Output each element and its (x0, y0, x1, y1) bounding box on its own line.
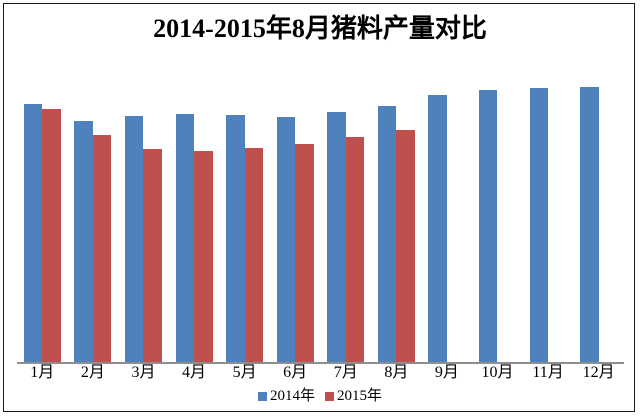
bar-2014年-6月 (276, 117, 296, 362)
bar-2014年-1月 (23, 104, 43, 362)
x-axis-label-12月: 12月 (582, 364, 615, 381)
bar-2015年-1月 (42, 109, 61, 362)
category-group-4 (169, 75, 220, 362)
bar-2015年-6月 (295, 144, 314, 362)
legend-swatch-2014-icon (257, 392, 267, 401)
legend-swatch-2015-icon (325, 392, 334, 401)
x-axis-label-5月: 5月 (232, 364, 257, 381)
x-axis-label-9月: 9月 (434, 364, 459, 381)
x-axis-label-1月: 1月 (30, 364, 55, 381)
bar-2015年-3月 (143, 149, 162, 362)
bar-2014年-8月 (377, 106, 397, 362)
bar-2015年-4月 (194, 151, 213, 362)
bar-2014年-2月 (74, 121, 93, 362)
x-axis-label-11月: 11月 (532, 364, 564, 381)
bar-2014年-7月 (327, 112, 346, 362)
bar-2014年-3月 (124, 116, 144, 362)
category-group-1 (17, 75, 68, 362)
bar-2014年-4月 (175, 114, 195, 362)
x-axis-label-6月: 6月 (283, 364, 308, 381)
x-axis-label-8月: 8月 (384, 364, 409, 381)
x-axis-label-4月: 4月 (182, 364, 207, 381)
x-axis-label-3月: 3月 (131, 364, 156, 381)
legend-item-2015: 2015年 (325, 389, 382, 404)
legend: 2014年 2015年 (0, 389, 640, 404)
plot-area (17, 75, 624, 364)
legend-item-2014: 2014年 (257, 388, 315, 404)
chart-title: 2014-2015年8月猪料产量对比 (153, 14, 487, 43)
category-group-9 (422, 75, 473, 362)
bar-2014年-10月 (478, 90, 498, 362)
category-group-5 (219, 75, 270, 362)
bar-2014年-5月 (226, 115, 245, 362)
x-axis-labels: 1月 2月 3月 4月 5月 6月 7月 8月 9月 10月 11月 12月 (17, 365, 624, 381)
legend-label-2015: 2015年 (337, 388, 383, 404)
bar-2015年-5月 (244, 148, 264, 362)
bar-2015年-8月 (396, 130, 415, 362)
legend-label-2014: 2014年 (269, 388, 315, 404)
bar-2014年-9月 (428, 95, 447, 362)
x-axis-label-10月: 10月 (481, 364, 514, 381)
category-group-3 (118, 75, 169, 362)
category-group-8 (371, 75, 422, 362)
x-axis-label-7月: 7月 (333, 364, 358, 381)
bar-2014年-12月 (580, 87, 599, 362)
category-group-6 (270, 75, 321, 362)
x-axis-label-2月: 2月 (80, 364, 105, 381)
category-group-12 (573, 75, 624, 362)
category-group-7 (320, 75, 371, 362)
bar-2015年-7月 (345, 137, 365, 362)
bar-2014年-11月 (529, 88, 549, 362)
category-group-11 (523, 75, 574, 362)
category-group-10 (472, 75, 523, 362)
bar-2015年-2月 (92, 135, 112, 362)
category-group-2 (68, 75, 119, 362)
